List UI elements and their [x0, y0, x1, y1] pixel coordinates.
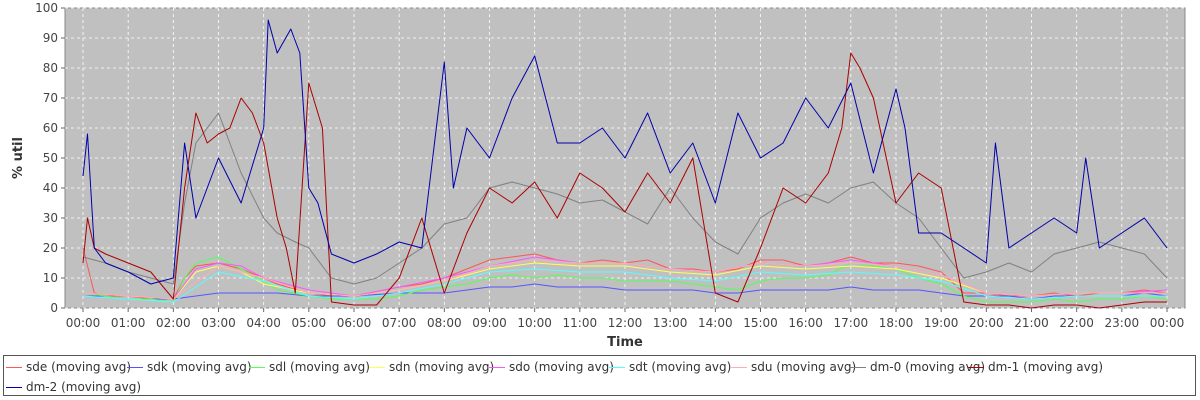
legend-item: sdn (moving avg) [369, 358, 494, 376]
x-tick-label: 16:00 [788, 316, 823, 330]
legend-item: sdo (moving avg) [489, 358, 614, 376]
legend-swatch [850, 366, 866, 368]
legend-swatch [127, 366, 143, 368]
legend-label: sdt (moving avg) [629, 360, 732, 374]
x-tick-label: 08:00 [427, 316, 462, 330]
y-tick-label: 30 [43, 211, 58, 225]
series-line-8 [82, 52, 1167, 309]
x-tick-label: 15:00 [743, 316, 778, 330]
legend-item: dm-2 (moving avg) [6, 378, 141, 396]
legend-label: sdu (moving avg) [751, 360, 857, 374]
y-axis-label: % util [11, 137, 26, 179]
legend-label: sdk (moving avg) [147, 360, 252, 374]
x-tick-label: 23:00 [1105, 316, 1140, 330]
legend-swatch [6, 386, 22, 388]
y-tick-label: 60 [43, 121, 58, 135]
y-tick-label: 80 [43, 61, 58, 75]
series-line-5 [82, 268, 1167, 303]
x-tick-label: 18:00 [879, 316, 914, 330]
legend-item: sdu (moving avg) [731, 358, 856, 376]
legend-label: dm-1 (moving avg) [988, 360, 1104, 374]
x-tick-label: 13:00 [653, 316, 688, 330]
x-axis-label: Time [607, 335, 643, 350]
legend-item: dm-1 (moving avg) [968, 358, 1103, 376]
legend-swatch [609, 366, 625, 368]
y-tick-label: 70 [43, 91, 58, 105]
x-tick-label: 00:00 [1150, 316, 1185, 330]
x-tick-label: 06:00 [337, 316, 372, 330]
x-tick-label: 09:00 [472, 316, 507, 330]
legend-swatch [731, 366, 747, 368]
x-tick-label: 04:00 [246, 316, 281, 330]
x-tick-label: 19:00 [924, 316, 959, 330]
x-tick-label: 20:00 [969, 316, 1004, 330]
series-layer [82, 19, 1168, 309]
y-tick-label: 10 [43, 271, 58, 285]
legend-label: sde (moving avg) [26, 360, 132, 374]
x-tick-label: 22:00 [1059, 316, 1094, 330]
y-tick-label: 20 [43, 241, 58, 255]
series-line-7 [82, 112, 1168, 285]
x-tick-label: 07:00 [382, 316, 417, 330]
legend-item: sdk (moving avg) [127, 358, 252, 376]
legend-swatch [369, 366, 385, 368]
y-tick-label: 40 [43, 181, 58, 195]
legend-label: sdo (moving avg) [509, 360, 614, 374]
series-line-9 [82, 19, 1168, 285]
legend-label: sdl (moving avg) [269, 360, 370, 374]
x-tick-label: 05:00 [292, 316, 327, 330]
y-tick-label: 90 [43, 31, 58, 45]
legend-label: sdn (moving avg) [389, 360, 495, 374]
legend-swatch [249, 366, 265, 368]
x-tick-label: 12:00 [608, 316, 643, 330]
x-tick-label: 03:00 [201, 316, 236, 330]
legend-swatch [489, 366, 505, 368]
y-tick-label: 0 [50, 301, 58, 315]
y-tick-label: 100 [35, 1, 58, 15]
legend-item: sdl (moving avg) [249, 358, 370, 376]
series-line-2 [82, 256, 1168, 303]
series-line-6 [82, 259, 1167, 300]
y-tick-label: 50 [43, 151, 58, 165]
line-chart: 0 10 20 30 40 50 60 70 80 90 100 00:00 01:00 02:00 03… [11, 1, 1186, 350]
legend-swatch [6, 366, 22, 368]
x-tick-label: 01:00 [111, 316, 146, 330]
x-tick-label: 00:00 [66, 316, 101, 330]
legend-item: dm-0 (moving avg) [850, 358, 985, 376]
legend-item: sde (moving avg) [6, 358, 131, 376]
legend-label: dm-2 (moving avg) [26, 380, 142, 394]
legend: sde (moving avg) sdk (moving avg) sdl (mov… [3, 355, 1196, 396]
x-tick-label: 14:00 [698, 316, 733, 330]
y-axis: 0 10 20 30 40 50 60 70 80 90 100 [35, 1, 65, 315]
legend-label: dm-0 (moving avg) [870, 360, 986, 374]
x-tick-label: 21:00 [1014, 316, 1049, 330]
x-axis: 00:00 01:00 02:00 03:00 04:00 05:00 06:00 07:00… [66, 308, 1185, 330]
x-tick-label: 11:00 [563, 316, 598, 330]
x-tick-label: 02:00 [156, 316, 191, 330]
x-tick-label: 10:00 [517, 316, 552, 330]
legend-swatch [968, 366, 984, 368]
x-tick-label: 17:00 [834, 316, 869, 330]
legend-item: sdt (moving avg) [609, 358, 731, 376]
